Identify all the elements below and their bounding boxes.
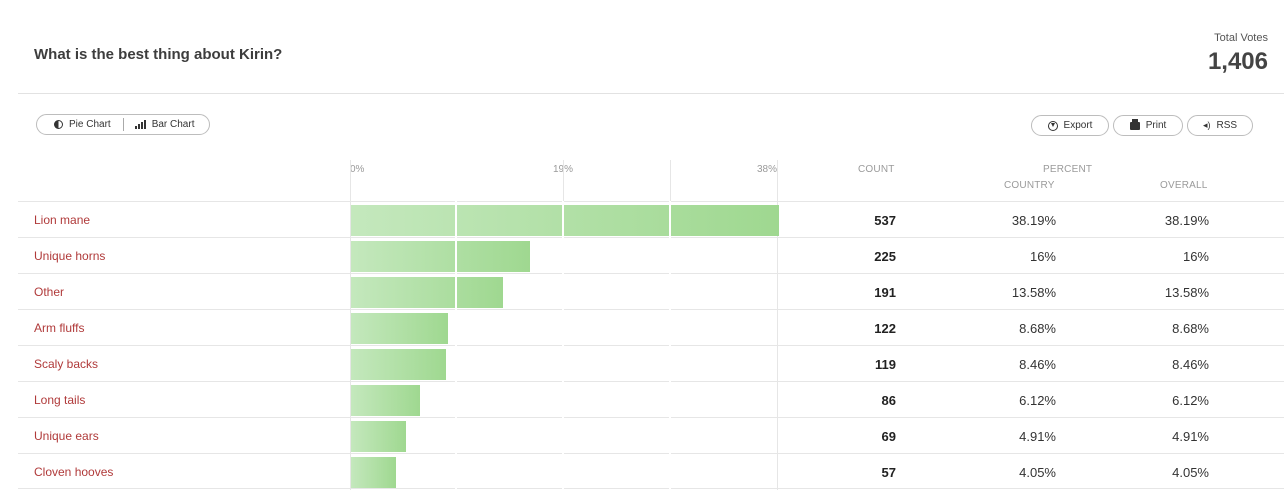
row-overall-percent: 13.58% — [1164, 285, 1209, 300]
chart-type-toggle: Pie Chart Bar Chart — [36, 114, 210, 135]
overall-column-header: OVERALL — [1160, 180, 1208, 191]
row-count: 122 — [874, 321, 896, 336]
rss-button[interactable]: ◂) RSS — [1187, 115, 1253, 136]
poll-header: What is the best thing about Kirin? Tota… — [18, 0, 1284, 94]
row-count: 57 — [881, 465, 896, 480]
row-label[interactable]: Lion mane — [34, 213, 91, 227]
result-bar — [351, 385, 420, 416]
row-overall-percent: 8.46% — [1172, 357, 1209, 372]
row-country-percent: 38.19% — [1011, 213, 1056, 228]
table-row: Long tails 86 6.12% 6.12% — [18, 381, 1284, 417]
printer-icon — [1129, 118, 1140, 130]
count-column-header: COUNT — [858, 164, 895, 175]
table-row: Unique ears 69 4.91% 4.91% — [18, 417, 1284, 453]
table-row: Other 191 13.58% 13.58% — [18, 273, 1284, 309]
pie-chart-label: Pie Chart — [69, 119, 111, 130]
row-count: 119 — [875, 357, 896, 372]
result-bar — [351, 457, 396, 488]
export-label: Export — [1063, 120, 1093, 131]
row-overall-percent: 38.19% — [1164, 213, 1209, 228]
percent-column-header: PERCENT — [1043, 164, 1093, 175]
row-label[interactable]: Scaly backs — [34, 357, 99, 371]
axis-tick-2: 38% — [757, 164, 778, 175]
results-table: Lion mane 537 38.19% 38.19% Unique horns 225 1… — [18, 201, 1284, 489]
row-country-percent: 6.12% — [1019, 393, 1056, 408]
gridline-0 — [350, 160, 351, 490]
row-country-percent: 16% — [1029, 249, 1056, 264]
result-bar — [351, 349, 446, 380]
result-bar — [351, 205, 779, 236]
row-count: 86 — [881, 393, 896, 408]
row-label[interactable]: Arm fluffs — [34, 321, 85, 335]
axis-tick-0: 0% — [350, 164, 365, 175]
row-country-percent: 4.91% — [1019, 429, 1056, 444]
bar-separator-2 — [562, 201, 564, 490]
bar-chart-label: Bar Chart — [151, 119, 195, 130]
result-bar — [351, 277, 503, 308]
row-count: 225 — [874, 249, 896, 264]
row-overall-percent: 6.12% — [1172, 393, 1209, 408]
result-bar — [351, 241, 530, 272]
row-country-percent: 13.58% — [1011, 285, 1056, 300]
download-icon — [1047, 120, 1058, 131]
row-count: 191 — [874, 285, 896, 300]
row-label[interactable]: Cloven hooves — [34, 465, 114, 479]
table-row: Scaly backs 119 8.46% 8.46% — [18, 345, 1284, 381]
row-country-percent: 8.46% — [1019, 357, 1056, 372]
row-overall-percent: 16% — [1182, 249, 1209, 264]
pie-chart-button[interactable]: Pie Chart — [37, 115, 123, 134]
bar-separator-1 — [455, 201, 457, 490]
row-count: 537 — [874, 213, 896, 228]
print-label: Print — [1145, 120, 1167, 131]
row-label[interactable]: Long tails — [34, 393, 86, 407]
result-bar — [351, 313, 448, 344]
row-label[interactable]: Other — [34, 285, 65, 299]
row-country-percent: 8.68% — [1019, 321, 1056, 336]
bar-chart-button[interactable]: Bar Chart — [124, 115, 207, 134]
table-row: Cloven hooves 57 4.05% 4.05% — [18, 453, 1284, 489]
toggle-divider — [122, 118, 124, 131]
rss-label: RSS — [1216, 120, 1238, 131]
gridline-4 — [777, 160, 778, 490]
table-row: Unique horns 225 16% 16% — [18, 237, 1284, 273]
row-overall-percent: 4.05% — [1172, 465, 1209, 480]
bar-chart-icon — [135, 120, 147, 130]
row-label[interactable]: Unique horns — [34, 249, 106, 263]
print-button[interactable]: Print — [1113, 115, 1183, 136]
row-country-percent: 4.05% — [1019, 465, 1056, 480]
poll-question: What is the best thing about Kirin? — [34, 46, 283, 63]
pie-chart-icon — [53, 120, 63, 130]
result-bar — [351, 421, 406, 452]
export-button[interactable]: Export — [1031, 115, 1109, 136]
table-row: Lion mane 537 38.19% 38.19% — [18, 201, 1284, 237]
total-votes-value: 1,406 — [1207, 48, 1268, 75]
row-overall-percent: 8.68% — [1172, 321, 1209, 336]
row-label[interactable]: Unique ears — [34, 429, 99, 443]
row-count: 69 — [881, 429, 896, 444]
bar-separator-3 — [669, 201, 671, 490]
total-votes-label: Total Votes — [1214, 32, 1268, 44]
country-column-header: COUNTRY — [1004, 180, 1055, 191]
speaker-icon: ◂) — [1202, 120, 1211, 130]
row-overall-percent: 4.91% — [1172, 429, 1209, 444]
table-row: Arm fluffs 122 8.68% 8.68% — [18, 309, 1284, 345]
